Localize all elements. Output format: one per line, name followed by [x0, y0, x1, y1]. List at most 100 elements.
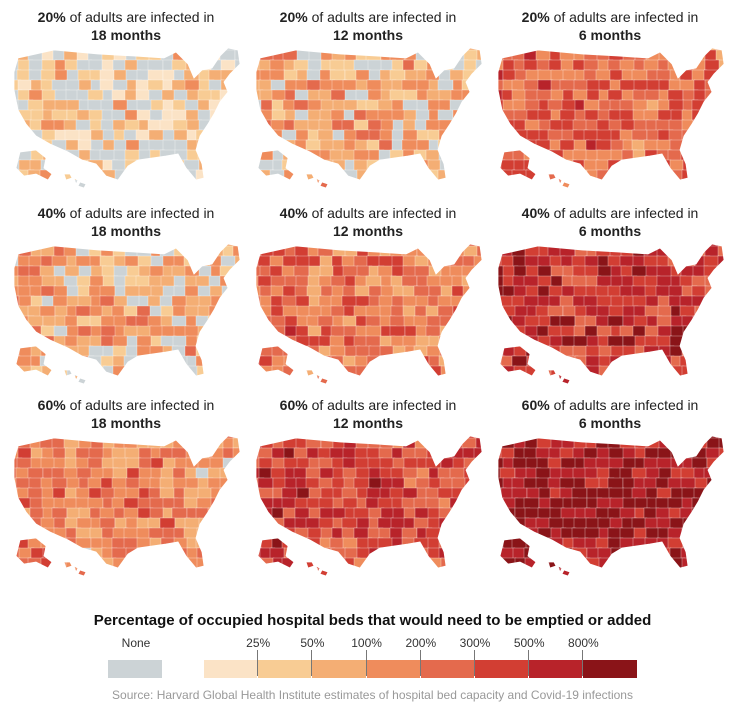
- alaska-outline: [499, 149, 537, 181]
- panel-caption: 40% of adults are infected in 12 months: [248, 204, 488, 240]
- region-cell: [451, 345, 468, 358]
- region-cell: [511, 355, 528, 368]
- region-cell: [596, 275, 613, 288]
- region-cell: [679, 355, 696, 368]
- region-cell: [171, 295, 188, 308]
- region-cell: [560, 457, 577, 470]
- region-cell: [416, 169, 433, 182]
- region-cell: [18, 48, 35, 52]
- region-cell: [270, 179, 287, 188]
- region-cell: [27, 99, 44, 112]
- region-cell: [162, 365, 179, 378]
- hawaii-outline: [63, 369, 87, 385]
- region-cell: [706, 507, 723, 520]
- region-cell: [171, 109, 188, 122]
- region-cell: [536, 436, 553, 440]
- region-cell: [414, 437, 431, 450]
- region-cell: [342, 265, 359, 278]
- region-cell: [655, 169, 672, 182]
- region-cell: [99, 255, 116, 268]
- region-cell: [379, 557, 396, 570]
- us-map: [255, 47, 483, 189]
- region-cell: [475, 487, 482, 500]
- region-cell: [160, 179, 177, 188]
- region-cell: [112, 79, 129, 92]
- region-cell: [389, 69, 406, 82]
- region-cell: [718, 345, 724, 358]
- region-cell: [693, 325, 710, 338]
- region-cell: [547, 436, 564, 440]
- region-cell: [76, 48, 93, 52]
- region-cell: [597, 375, 614, 384]
- region-cell: [159, 557, 176, 570]
- region-cell: [437, 375, 454, 384]
- region-cell: [379, 169, 396, 182]
- region-cell: [643, 355, 660, 368]
- us-map: [255, 243, 483, 385]
- region-cell: [704, 325, 721, 338]
- region-cell: [621, 244, 638, 248]
- region-cell: [293, 119, 310, 132]
- region-cell: [559, 315, 576, 328]
- region-cell: [682, 517, 699, 530]
- region-cell: [401, 275, 418, 288]
- region-cell: [231, 315, 240, 328]
- region-cell: [220, 59, 237, 72]
- region-cell: [703, 375, 720, 384]
- region-cell: [524, 244, 541, 248]
- region-cell: [256, 557, 263, 570]
- region-cell: [222, 295, 239, 308]
- us-outline: [255, 47, 483, 181]
- region-cell: [233, 179, 240, 188]
- region-cell: [377, 547, 394, 560]
- region-cell: [427, 436, 444, 440]
- region-cell: [172, 49, 189, 62]
- region-cell: [234, 305, 240, 318]
- region-cell: [473, 179, 482, 188]
- region-cell: [149, 48, 166, 52]
- region-cell: [716, 457, 724, 470]
- region-cell: [124, 48, 141, 52]
- region-cell: [463, 325, 480, 338]
- region-cell: [296, 436, 313, 440]
- region-cell: [681, 169, 698, 182]
- region-cell: [269, 547, 286, 560]
- region-cell: [196, 335, 213, 348]
- region-cell: [414, 375, 431, 384]
- region-cell: [524, 119, 541, 132]
- region-cell: [256, 517, 263, 530]
- region-cell: [269, 59, 286, 72]
- panel-infection-pct: 40%: [279, 205, 308, 221]
- region-cell: [123, 507, 140, 520]
- region-cell: [704, 109, 721, 122]
- region-cell: [234, 375, 240, 384]
- region-cell: [183, 255, 200, 268]
- panel-caption-text: of adults are infected in: [65, 397, 215, 413]
- region-cell: [270, 315, 287, 328]
- region-cell: [196, 245, 213, 258]
- region-cell: [704, 567, 721, 576]
- region-cell: [693, 355, 710, 368]
- region-cell: [136, 245, 153, 258]
- region-cell: [538, 159, 555, 172]
- region-cell: [232, 245, 240, 258]
- region-cell: [220, 315, 237, 328]
- region-cell: [498, 325, 505, 338]
- region-cell: [428, 437, 445, 450]
- legend-tick-label: 500%: [513, 636, 545, 650]
- region-cell: [464, 517, 481, 530]
- region-cell: [184, 437, 201, 450]
- region-cell: [438, 537, 455, 550]
- region-cell: [123, 567, 140, 576]
- region-cell: [207, 48, 224, 52]
- region-cell: [15, 567, 32, 576]
- region-cell: [475, 265, 482, 278]
- region-cell: [282, 305, 299, 318]
- region-cell: [320, 365, 337, 378]
- region-cell: [233, 365, 240, 378]
- panel-caption: 20% of adults are infected in 18 months: [6, 8, 246, 44]
- region-cell: [427, 244, 444, 248]
- region-cell: [112, 567, 129, 576]
- region-cell: [40, 159, 57, 172]
- region-cell: [559, 244, 576, 248]
